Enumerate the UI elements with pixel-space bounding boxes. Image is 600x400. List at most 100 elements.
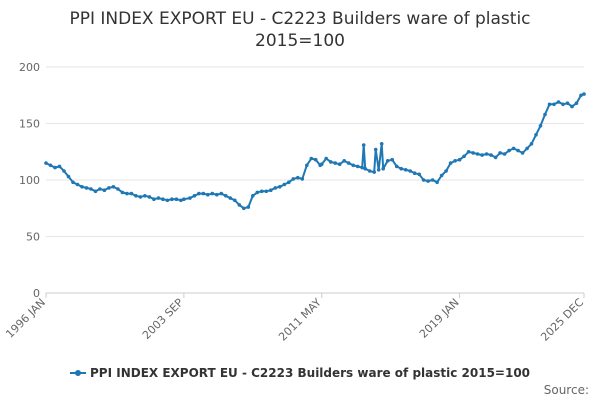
data-point[interactable]	[98, 187, 102, 191]
data-point[interactable]	[346, 161, 351, 165]
data-point[interactable]	[66, 174, 71, 179]
data-point[interactable]	[525, 146, 529, 151]
data-point[interactable]	[439, 173, 444, 178]
data-point[interactable]	[403, 168, 408, 172]
data-point[interactable]	[379, 142, 384, 146]
data-point[interactable]	[556, 100, 561, 104]
data-point[interactable]	[233, 198, 237, 203]
data-point[interactable]	[201, 191, 206, 196]
data-point[interactable]	[319, 162, 324, 166]
data-point[interactable]	[188, 196, 192, 200]
data-point[interactable]	[363, 166, 368, 171]
data-point[interactable]	[444, 169, 448, 173]
data-point[interactable]	[62, 169, 66, 173]
data-point[interactable]	[228, 196, 233, 200]
data-point[interactable]	[120, 190, 125, 195]
data-point[interactable]	[412, 171, 417, 175]
data-point[interactable]	[313, 157, 318, 162]
data-point[interactable]	[417, 172, 422, 177]
data-point[interactable]	[246, 205, 251, 209]
data-point[interactable]	[44, 161, 48, 165]
data-point[interactable]	[305, 163, 309, 168]
data-point[interactable]	[71, 180, 75, 185]
data-point[interactable]	[138, 195, 143, 199]
data-point[interactable]	[471, 151, 475, 155]
data-point[interactable]	[376, 168, 381, 172]
data-point[interactable]	[147, 195, 152, 199]
data-point[interactable]	[80, 185, 84, 189]
data-point[interactable]	[197, 191, 201, 196]
data-point[interactable]	[84, 186, 89, 190]
data-point[interactable]	[574, 101, 579, 105]
data-point[interactable]	[511, 146, 516, 151]
data-point[interactable]	[552, 102, 556, 107]
data-point[interactable]	[143, 194, 147, 198]
data-point[interactable]	[156, 196, 161, 200]
data-point[interactable]	[129, 191, 134, 196]
data-point[interactable]	[507, 148, 511, 153]
data-point[interactable]	[448, 161, 453, 165]
data-point[interactable]	[237, 203, 242, 207]
data-point[interactable]	[355, 164, 360, 169]
data-point[interactable]	[426, 179, 430, 183]
data-point[interactable]	[430, 178, 435, 182]
data-point[interactable]	[89, 187, 93, 191]
data-point[interactable]	[282, 182, 287, 187]
data-point[interactable]	[192, 194, 197, 198]
data-point[interactable]	[489, 153, 493, 157]
data-point[interactable]	[561, 102, 565, 107]
data-point[interactable]	[53, 165, 57, 170]
data-point[interactable]	[367, 169, 372, 173]
data-point[interactable]	[287, 180, 291, 185]
data-point[interactable]	[333, 161, 338, 165]
data-point[interactable]	[480, 153, 484, 157]
data-point[interactable]	[565, 101, 570, 105]
data-point[interactable]	[390, 157, 395, 162]
data-point[interactable]	[385, 159, 390, 163]
legend[interactable]: PPI INDEX EXPORT EU - C2223 Builders war…	[70, 366, 530, 380]
data-point[interactable]	[255, 190, 260, 195]
data-point[interactable]	[93, 189, 98, 194]
data-point[interactable]	[182, 197, 186, 201]
data-point[interactable]	[337, 162, 342, 166]
data-point[interactable]	[381, 166, 386, 171]
data-point[interactable]	[224, 194, 228, 198]
data-point[interactable]	[582, 92, 586, 96]
data-point[interactable]	[394, 164, 399, 169]
data-point[interactable]	[520, 151, 525, 155]
data-point[interactable]	[579, 93, 583, 98]
data-point[interactable]	[291, 177, 296, 181]
data-point[interactable]	[421, 178, 426, 182]
data-point[interactable]	[278, 185, 282, 189]
data-point[interactable]	[361, 143, 366, 147]
data-point[interactable]	[170, 197, 174, 201]
data-point[interactable]	[206, 192, 210, 197]
data-point[interactable]	[152, 197, 156, 201]
data-point[interactable]	[408, 169, 413, 173]
data-point[interactable]	[570, 104, 574, 109]
data-point[interactable]	[75, 182, 80, 187]
data-point[interactable]	[102, 188, 107, 192]
data-point[interactable]	[111, 185, 116, 189]
data-point[interactable]	[399, 166, 404, 171]
data-point[interactable]	[116, 187, 120, 191]
data-point[interactable]	[498, 151, 502, 155]
data-point[interactable]	[372, 170, 377, 174]
data-point[interactable]	[543, 112, 547, 117]
data-point[interactable]	[466, 150, 471, 154]
data-point[interactable]	[179, 198, 183, 203]
data-point[interactable]	[269, 188, 273, 192]
data-point[interactable]	[125, 191, 129, 196]
data-point[interactable]	[251, 194, 255, 198]
source-label[interactable]: Source:	[544, 383, 589, 397]
data-point[interactable]	[547, 102, 552, 107]
data-point[interactable]	[484, 152, 489, 156]
data-point[interactable]	[309, 156, 314, 161]
data-point[interactable]	[134, 194, 138, 198]
data-point[interactable]	[48, 163, 53, 168]
data-point[interactable]	[161, 197, 165, 201]
data-point[interactable]	[351, 163, 356, 168]
data-point[interactable]	[534, 133, 538, 137]
data-point[interactable]	[493, 155, 498, 160]
data-point[interactable]	[435, 180, 439, 185]
